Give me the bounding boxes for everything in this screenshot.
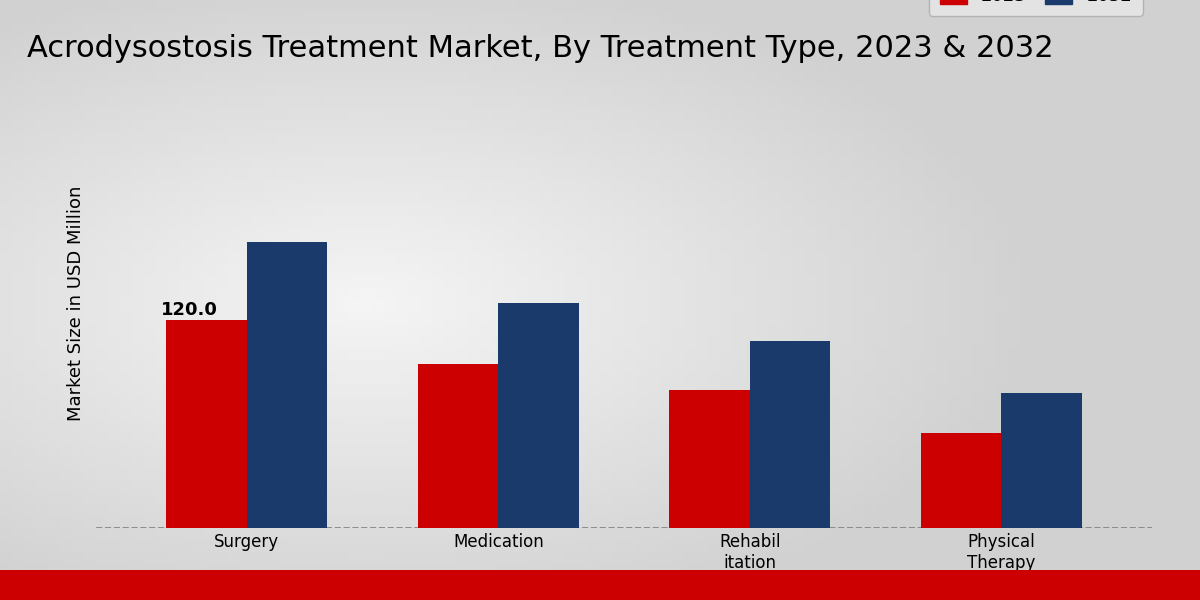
Bar [750,341,830,528]
Bar [247,242,328,528]
Bar [498,303,578,528]
Text: 120.0: 120.0 [161,301,218,319]
Bar [670,389,750,528]
Text: Acrodysostosis Treatment Market, By Treatment Type, 2023 & 2032: Acrodysostosis Treatment Market, By Trea… [28,34,1054,63]
Legend: 2023, 2032: 2023, 2032 [929,0,1142,16]
Bar [167,320,247,528]
Bar [418,364,498,528]
Bar [1001,393,1081,528]
Bar [920,433,1001,528]
Y-axis label: Market Size in USD Million: Market Size in USD Million [67,185,85,421]
